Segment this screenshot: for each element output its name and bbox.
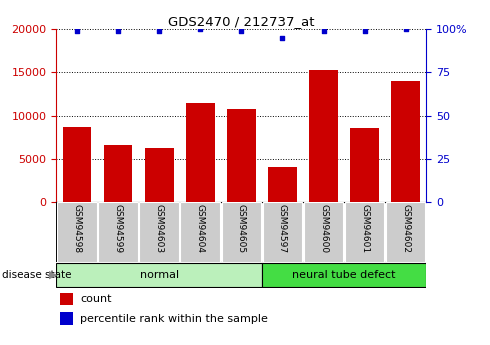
Text: GSM94601: GSM94601 [360,204,369,253]
Point [114,28,122,34]
FancyBboxPatch shape [98,203,138,262]
Text: percentile rank within the sample: percentile rank within the sample [80,314,268,324]
Point [155,28,163,34]
Text: GSM94603: GSM94603 [155,204,164,253]
Text: GSM94597: GSM94597 [278,204,287,253]
FancyBboxPatch shape [263,203,302,262]
FancyBboxPatch shape [180,203,220,262]
FancyBboxPatch shape [221,203,261,262]
Text: GSM94605: GSM94605 [237,204,246,253]
Point [402,27,410,32]
Point [238,28,245,34]
Text: GSM94600: GSM94600 [319,204,328,253]
FancyBboxPatch shape [56,263,262,287]
Text: GSM94598: GSM94598 [73,204,81,253]
Bar [103,145,132,202]
Bar [227,109,256,202]
Bar [268,167,297,202]
Text: neural tube defect: neural tube defect [293,270,396,280]
FancyBboxPatch shape [57,203,97,262]
Bar [63,127,91,202]
Bar [350,128,379,202]
Point [319,28,327,34]
Bar [309,70,338,202]
Text: ▶: ▶ [49,270,57,280]
Text: normal: normal [140,270,179,280]
FancyBboxPatch shape [304,203,343,262]
Text: GSM94604: GSM94604 [196,204,205,253]
Bar [186,103,215,202]
Text: disease state: disease state [2,270,72,280]
Point [361,28,368,34]
Point [278,35,286,41]
Title: GDS2470 / 212737_at: GDS2470 / 212737_at [168,15,315,28]
Bar [60,293,73,305]
FancyBboxPatch shape [262,263,426,287]
Bar [392,81,420,202]
Text: GSM94599: GSM94599 [114,204,122,253]
Point [73,28,81,34]
Text: count: count [80,294,112,304]
FancyBboxPatch shape [345,203,384,262]
Bar [145,148,173,202]
Bar [60,312,73,325]
FancyBboxPatch shape [386,203,425,262]
Point [196,27,204,32]
Text: GSM94602: GSM94602 [401,204,410,253]
FancyBboxPatch shape [139,203,179,262]
